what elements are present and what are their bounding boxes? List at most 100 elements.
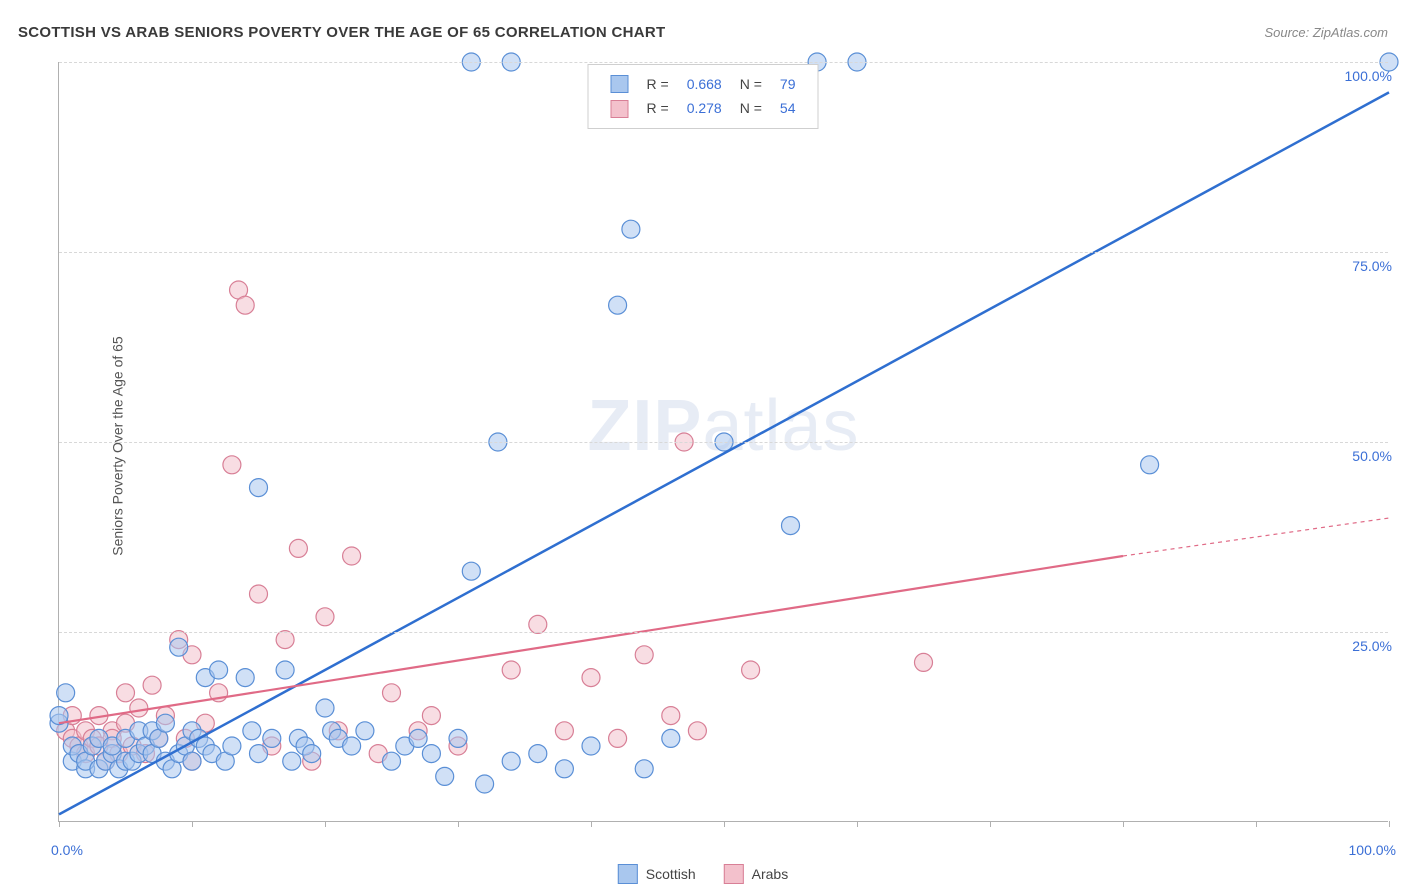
x-tick xyxy=(990,821,991,827)
data-point xyxy=(276,661,294,679)
title-bar: SCOTTISH VS ARAB SENIORS POVERTY OVER TH… xyxy=(18,18,1388,46)
legend-series-label: Scottish xyxy=(646,866,696,882)
legend-swatch xyxy=(724,864,744,884)
legend-swatch xyxy=(611,100,629,118)
data-point xyxy=(555,722,573,740)
data-point xyxy=(609,296,627,314)
x-tick xyxy=(591,821,592,827)
data-point xyxy=(250,745,268,763)
legend-r-label: R = xyxy=(639,97,677,119)
page-title: SCOTTISH VS ARAB SENIORS POVERTY OVER TH… xyxy=(18,24,665,41)
legend-n-value: 54 xyxy=(772,97,804,119)
data-point xyxy=(409,729,427,747)
data-point xyxy=(343,737,361,755)
data-point xyxy=(622,220,640,238)
data-point xyxy=(383,752,401,770)
data-point xyxy=(210,661,228,679)
legend-stats-row: R =0.278N =54 xyxy=(603,97,804,119)
data-point xyxy=(635,646,653,664)
legend-swatch xyxy=(611,75,629,93)
data-point xyxy=(662,707,680,725)
x-tick xyxy=(1389,821,1390,827)
data-point xyxy=(422,745,440,763)
legend-stats-row: R =0.668N =79 xyxy=(603,73,804,95)
data-point xyxy=(356,722,374,740)
x-tick xyxy=(325,821,326,827)
legend-r-value: 0.668 xyxy=(679,73,730,95)
data-point xyxy=(143,676,161,694)
chart-container: SCOTTISH VS ARAB SENIORS POVERTY OVER TH… xyxy=(0,0,1406,892)
legend-n-label: N = xyxy=(732,73,770,95)
data-point xyxy=(236,669,254,687)
x-tick xyxy=(1123,821,1124,827)
data-point xyxy=(243,722,261,740)
x-tick xyxy=(1256,821,1257,827)
data-point xyxy=(223,737,241,755)
x-tick xyxy=(192,821,193,827)
data-point xyxy=(183,752,201,770)
data-point xyxy=(303,745,321,763)
data-point xyxy=(383,684,401,702)
data-point xyxy=(449,729,467,747)
legend-series-item: Arabs xyxy=(724,864,789,884)
data-point xyxy=(502,661,520,679)
data-point xyxy=(476,775,494,793)
regression-line-extended xyxy=(1123,518,1389,556)
data-point xyxy=(170,638,188,656)
data-point xyxy=(502,752,520,770)
data-point xyxy=(422,707,440,725)
legend-r-value: 0.278 xyxy=(679,97,730,119)
data-point xyxy=(609,729,627,747)
gridline xyxy=(59,62,1388,63)
data-point xyxy=(635,760,653,778)
data-point xyxy=(276,631,294,649)
data-point xyxy=(462,562,480,580)
legend-series-item: Scottish xyxy=(618,864,696,884)
x-tick xyxy=(458,821,459,827)
legend-r-label: R = xyxy=(639,73,677,95)
data-point xyxy=(57,684,75,702)
x-tick xyxy=(857,821,858,827)
data-point xyxy=(555,760,573,778)
data-point xyxy=(250,585,268,603)
data-point xyxy=(662,729,680,747)
data-point xyxy=(223,456,241,474)
x-tick-label: 100.0% xyxy=(1349,842,1396,858)
data-point xyxy=(316,608,334,626)
data-point xyxy=(1141,456,1159,474)
data-point xyxy=(915,653,933,671)
y-tick-label: 50.0% xyxy=(1352,448,1392,464)
data-point xyxy=(582,669,600,687)
legend-swatch xyxy=(618,864,638,884)
data-point xyxy=(782,517,800,535)
x-tick xyxy=(724,821,725,827)
data-point xyxy=(289,539,307,557)
data-point xyxy=(117,684,135,702)
data-point xyxy=(529,615,547,633)
data-point xyxy=(130,699,148,717)
data-point xyxy=(529,745,547,763)
gridline xyxy=(59,442,1388,443)
x-tick xyxy=(59,821,60,827)
data-point xyxy=(263,729,281,747)
source-label: Source: ZipAtlas.com xyxy=(1264,25,1388,40)
legend-n-label: N = xyxy=(732,97,770,119)
y-tick-label: 100.0% xyxy=(1345,68,1392,84)
regression-line xyxy=(59,556,1123,723)
regression-line xyxy=(59,92,1389,814)
data-point xyxy=(436,767,454,785)
y-tick-label: 25.0% xyxy=(1352,638,1392,654)
data-point xyxy=(742,661,760,679)
legend-series-label: Arabs xyxy=(752,866,789,882)
data-point xyxy=(582,737,600,755)
gridline xyxy=(59,632,1388,633)
data-point xyxy=(343,547,361,565)
data-point xyxy=(688,722,706,740)
data-point xyxy=(156,714,174,732)
x-tick-label: 0.0% xyxy=(51,842,83,858)
y-tick-label: 75.0% xyxy=(1352,258,1392,274)
data-point xyxy=(250,479,268,497)
legend-n-value: 79 xyxy=(772,73,804,95)
data-point xyxy=(236,296,254,314)
legend-stats: R =0.668N =79R =0.278N =54 xyxy=(588,64,819,129)
